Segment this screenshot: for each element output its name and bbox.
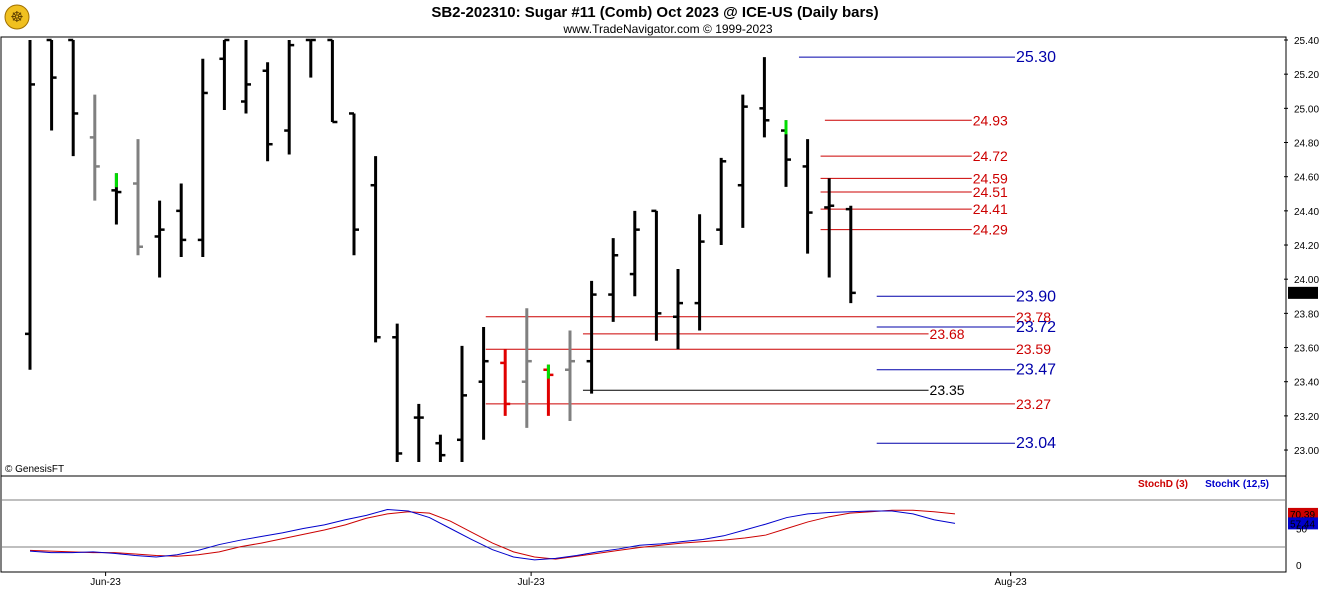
ohlc-bar	[543, 364, 554, 416]
ohlc-bar	[673, 268, 683, 350]
ohlc-bar	[370, 156, 381, 343]
level-label: 23.68	[930, 326, 965, 342]
x-tick-label: Jun-23	[90, 577, 121, 588]
ohlc-bar	[457, 345, 467, 462]
y-tick-label: 23.80	[1294, 309, 1319, 320]
stoch-last-label: 70.39	[1290, 510, 1315, 521]
x-tick-label: Aug-23	[995, 577, 1028, 588]
ohlc-bar	[651, 209, 662, 341]
ohlc-bar	[46, 38, 57, 131]
level-label: 24.93	[973, 112, 1008, 128]
ohlc-bar	[629, 210, 640, 297]
ohlc-bar	[25, 40, 35, 370]
ohlc-bar	[737, 94, 748, 228]
level-label: 23.27	[1016, 396, 1051, 412]
ohlc-bar	[586, 280, 597, 394]
y-tick-label: 24.40	[1294, 207, 1319, 218]
ohlc-bar	[219, 38, 230, 111]
level-label: 24.29	[973, 222, 1008, 238]
stoch-line-k	[29, 509, 956, 561]
ohlc-bar	[478, 327, 489, 440]
time-axis: Jun-23 Jul-23 Aug-23	[90, 572, 1027, 588]
level-label: 24.59	[973, 170, 1008, 186]
level-label: 24.41	[973, 201, 1008, 217]
y-tick-label: 25.20	[1294, 70, 1319, 81]
ohlc-bar	[413, 403, 424, 462]
stoch-last-box	[1288, 517, 1318, 530]
price-panel-frame	[0, 36, 1287, 477]
level-label: 24.51	[973, 184, 1008, 200]
y-tick-label: 23.00	[1294, 446, 1319, 457]
stoch-line-d	[29, 509, 956, 560]
last-price-label: 23.92	[1291, 289, 1316, 300]
ohlc-bar	[759, 57, 770, 138]
y-tick-label: 25.00	[1294, 104, 1319, 115]
ohlc-bar	[824, 178, 835, 278]
watermark: © GenesisFT	[5, 464, 64, 475]
ohlc-bar	[781, 120, 791, 187]
ship-wheel-icon: ☸	[10, 8, 23, 26]
ohlc-bar	[154, 200, 165, 278]
level-label: 23.90	[1016, 288, 1056, 305]
price-bars	[25, 38, 856, 462]
ohlc-bar	[133, 139, 143, 256]
ohlc-bar	[435, 434, 446, 462]
ohlc-bar	[521, 308, 532, 428]
level-label: 24.72	[973, 148, 1008, 164]
y-tick-label: 23.20	[1294, 412, 1319, 423]
y-tick-label: 23.40	[1294, 378, 1319, 389]
stoch-y-tick-label: 50	[1296, 525, 1308, 536]
level-label: 23.78	[1016, 309, 1051, 325]
y-tick-label: 24.80	[1294, 139, 1319, 150]
ohlc-bar	[500, 349, 511, 416]
ohlc-bar	[802, 139, 813, 254]
level-label: 23.47	[1016, 362, 1056, 379]
ohlc-bar	[349, 112, 359, 256]
ohlc-bar	[565, 330, 575, 421]
chart-title: SB2-202310: Sugar #11 (Comb) Oct 2023 @ …	[431, 4, 878, 21]
legend-stoch-d: StochD (3)	[1138, 479, 1188, 490]
logo: ☸	[4, 4, 30, 30]
ohlc-bar	[392, 323, 403, 462]
ohlc-bar	[608, 238, 619, 322]
ohlc-bar	[284, 40, 295, 155]
ohlc-bar	[716, 157, 727, 246]
y-tick-label: 23.60	[1294, 344, 1319, 355]
chart-subtitle: www.TradeNavigator.com © 1999-2023	[562, 22, 772, 36]
level-label: 25.30	[1016, 49, 1056, 66]
legend-stoch-k: StochK (12,5)	[1205, 479, 1269, 490]
level-label: 23.59	[1016, 341, 1051, 357]
y-tick-label: 24.60	[1294, 173, 1319, 184]
level-label: 23.35	[930, 382, 965, 398]
ohlc-bar	[262, 62, 273, 162]
stoch-y-tick-label: 0	[1296, 561, 1302, 572]
level-label: 23.72	[1016, 319, 1056, 336]
stoch-panel-frame	[0, 475, 1287, 573]
level-label: 23.04	[1016, 435, 1056, 452]
last-price-box	[1288, 286, 1318, 299]
y-tick-label: 24.00	[1294, 275, 1319, 286]
ohlc-bar	[197, 58, 208, 257]
x-tick-label: Jul-23	[517, 577, 545, 588]
ohlc-bar	[845, 205, 856, 304]
stoch-last-label: 57.44	[1290, 519, 1315, 530]
ohlc-bar	[111, 173, 122, 225]
ohlc-bar	[68, 38, 79, 157]
ohlc-bar	[89, 94, 100, 201]
ohlc-bar	[305, 38, 316, 78]
ohlc-bar	[176, 183, 187, 257]
y-tick-label: 25.40	[1294, 36, 1319, 47]
ohlc-bar	[694, 214, 705, 331]
y-tick-label: 24.20	[1294, 241, 1319, 252]
stoch-last-box	[1288, 507, 1318, 520]
ohlc-bar	[327, 38, 338, 124]
price-axis: 25.40 25.20 25.00 24.80 24.60 24.40 24.20 24.00…	[1284, 36, 1319, 457]
ohlc-bar	[241, 40, 251, 114]
